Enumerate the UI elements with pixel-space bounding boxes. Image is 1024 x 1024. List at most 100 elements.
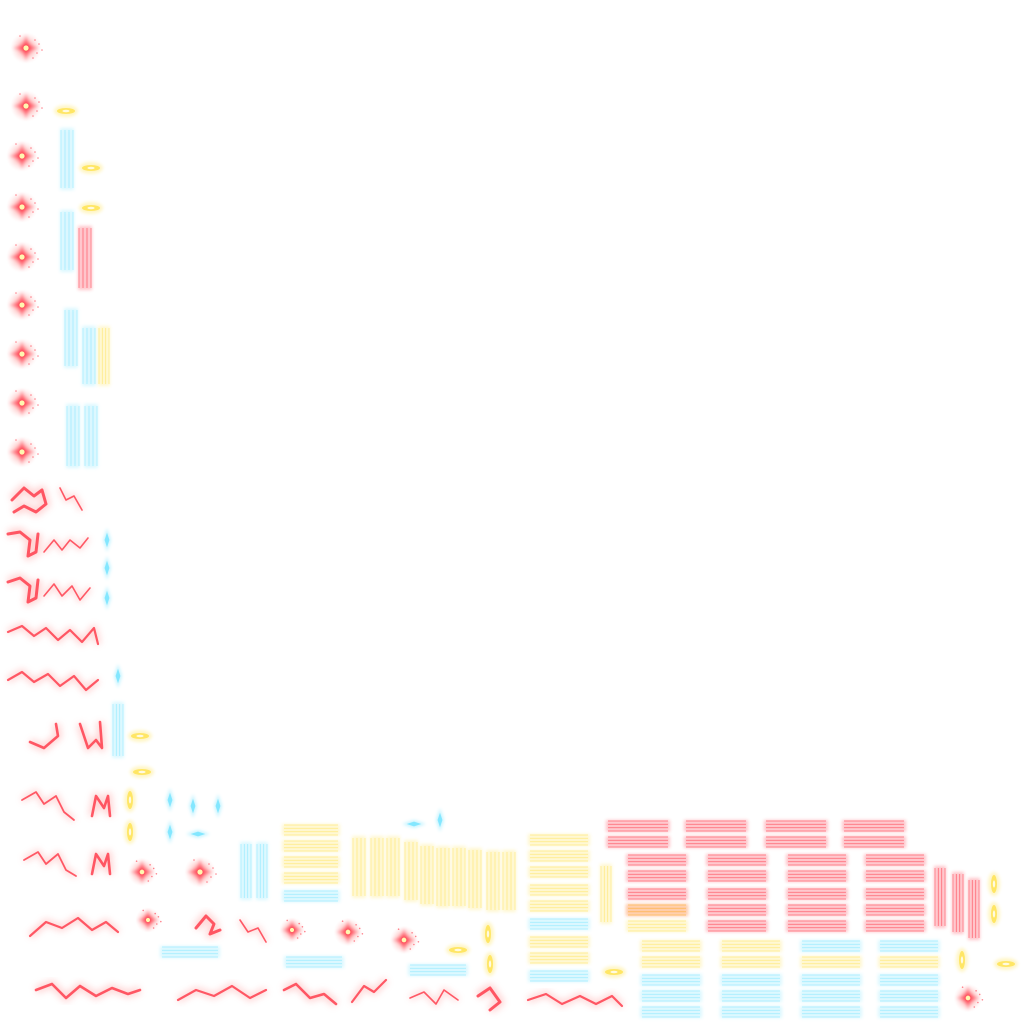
red-beam-strip-8 [842,836,906,848]
red-spark-star-9 [6,436,39,468]
red-spark-star-6 [6,289,39,321]
red-lightning-13 [22,849,78,879]
red-lightning-9 [28,722,62,752]
yellow-beam-strip-v4 [386,836,400,898]
cyan-beam-strip-4 [82,326,96,386]
red-spark-star-4 [6,191,39,223]
cyan-beam-strip-11 [284,956,344,968]
red-beam-strip-2 [684,820,748,832]
yellow-beam-strip-h9 [528,900,590,912]
red-beam-strip-5 [606,836,670,848]
cyan-arrow-9 [186,830,210,838]
cyan-beam-strip-grid-1-3 [878,990,940,1002]
cyan-beam-strip-grid-0-3 [878,974,940,986]
yellow-beam-strip-grid-1-0 [640,956,702,968]
red-spark-star-12 [135,907,162,933]
red-lightning-1 [8,483,51,517]
red-beam-strip-v2 [952,872,964,934]
cyan-arrow-4 [114,664,122,688]
yellow-dash-5 [130,766,154,778]
cyan-beam-strip-grid-2-2 [800,1006,862,1018]
red-lightning-18 [238,918,269,944]
yellow-dash-8 [602,966,626,978]
yellow-beam-strip-grid-0-2 [800,940,862,952]
yellow-beam-strip-grid-0-3 [878,940,940,952]
yellow-beam-strip-h12 [626,920,688,932]
yellow-beam-strip-v6 [420,844,434,906]
red-lightning-8 [6,668,101,694]
yellow-beam-strip-h4 [282,872,340,884]
red-beam-strip-26 [786,920,848,932]
cyan-beam-strip-10 [160,946,220,958]
red-beam-strip-vertical-1 [78,226,92,290]
cyan-arrow-7 [214,794,222,818]
cyan-beam-strip-grid-1-1 [720,990,782,1002]
red-spark-star-8 [6,387,39,419]
cyan-beam-strip-grid-2-1 [720,1006,782,1018]
red-lightning-3 [6,527,43,561]
cyan-beam-strip-15 [528,970,590,982]
yellow-beam-strip-grid-0-0 [640,940,702,952]
red-lightning-23 [475,983,505,1014]
red-spark-star-13 [279,917,306,943]
red-beam-strip-4 [842,820,906,832]
red-spark-star-5 [6,241,39,273]
red-lightning-5 [6,573,43,607]
cyan-beam-strip-1 [60,128,74,190]
cyan-beam-strip-6 [84,404,98,468]
yellow-beam-strip-v3 [370,836,384,898]
red-beam-strip-24 [864,904,926,916]
yellow-beam-strip-v10 [486,850,500,912]
red-lightning-7 [6,622,102,646]
red-beam-strip-19 [786,888,848,900]
yellow-beam-strip-h3 [282,856,340,868]
cyan-beam-strip-13 [282,890,340,902]
cyan-beam-strip-3 [64,308,78,368]
red-beam-strip-27 [864,920,926,932]
yellow-beam-strip-h13 [626,904,688,916]
yellow-beam-strip-h7 [528,866,590,878]
red-beam-strip-13 [626,870,688,882]
red-beam-strip-v3 [968,878,980,940]
red-lightning-14 [88,850,114,876]
cyan-beam-strip-12 [408,964,468,976]
yellow-dash-7 [124,820,136,844]
red-spark-star-16 [953,983,984,1013]
cyan-beam-strip-14 [528,918,590,930]
red-spark-star-3 [6,140,39,172]
yellow-dash-11 [484,952,496,976]
cyan-beam-strip-grid-1-0 [640,990,702,1002]
red-beam-strip-v1 [934,866,946,928]
red-beam-strip-9 [626,854,688,866]
yellow-beam-strip-v11 [502,850,516,912]
yellow-dash-6 [124,788,136,812]
cyan-beam-strip-grid-0-1 [720,974,782,986]
red-beam-strip-23 [786,904,848,916]
yellow-beam-strip-grid-1-1 [720,956,782,968]
red-lightning-19 [176,982,268,1003]
red-lightning-11 [20,789,76,823]
red-spark-star-2 [10,90,43,122]
yellow-dash-15 [994,958,1018,970]
red-spark-star-15 [389,925,420,955]
red-beam-strip-12 [864,854,926,866]
cyan-arrow-8 [166,820,174,844]
yellow-beam-strip-h6 [528,850,590,862]
red-beam-strip-25 [706,920,768,932]
red-beam-strip-15 [786,870,848,882]
red-beam-strip-16 [864,870,926,882]
yellow-beam-strip-h8 [528,884,590,896]
yellow-beam-strip-vertical-1 [98,326,110,386]
red-spark-star-11 [184,856,217,888]
yellow-beam-strip-v9 [468,848,482,910]
cyan-arrow-10 [402,820,426,828]
yellow-beam-strip-v5 [404,840,418,902]
red-lightning-24 [526,990,625,1009]
yellow-dash-12 [988,872,1000,896]
yellow-beam-strip-grid-1-3 [878,956,940,968]
red-spark-star-7 [6,338,39,370]
red-beam-strip-18 [706,888,768,900]
red-beam-strip-1 [606,820,670,832]
red-beam-strip-14 [706,870,768,882]
red-lightning-10 [76,720,106,752]
